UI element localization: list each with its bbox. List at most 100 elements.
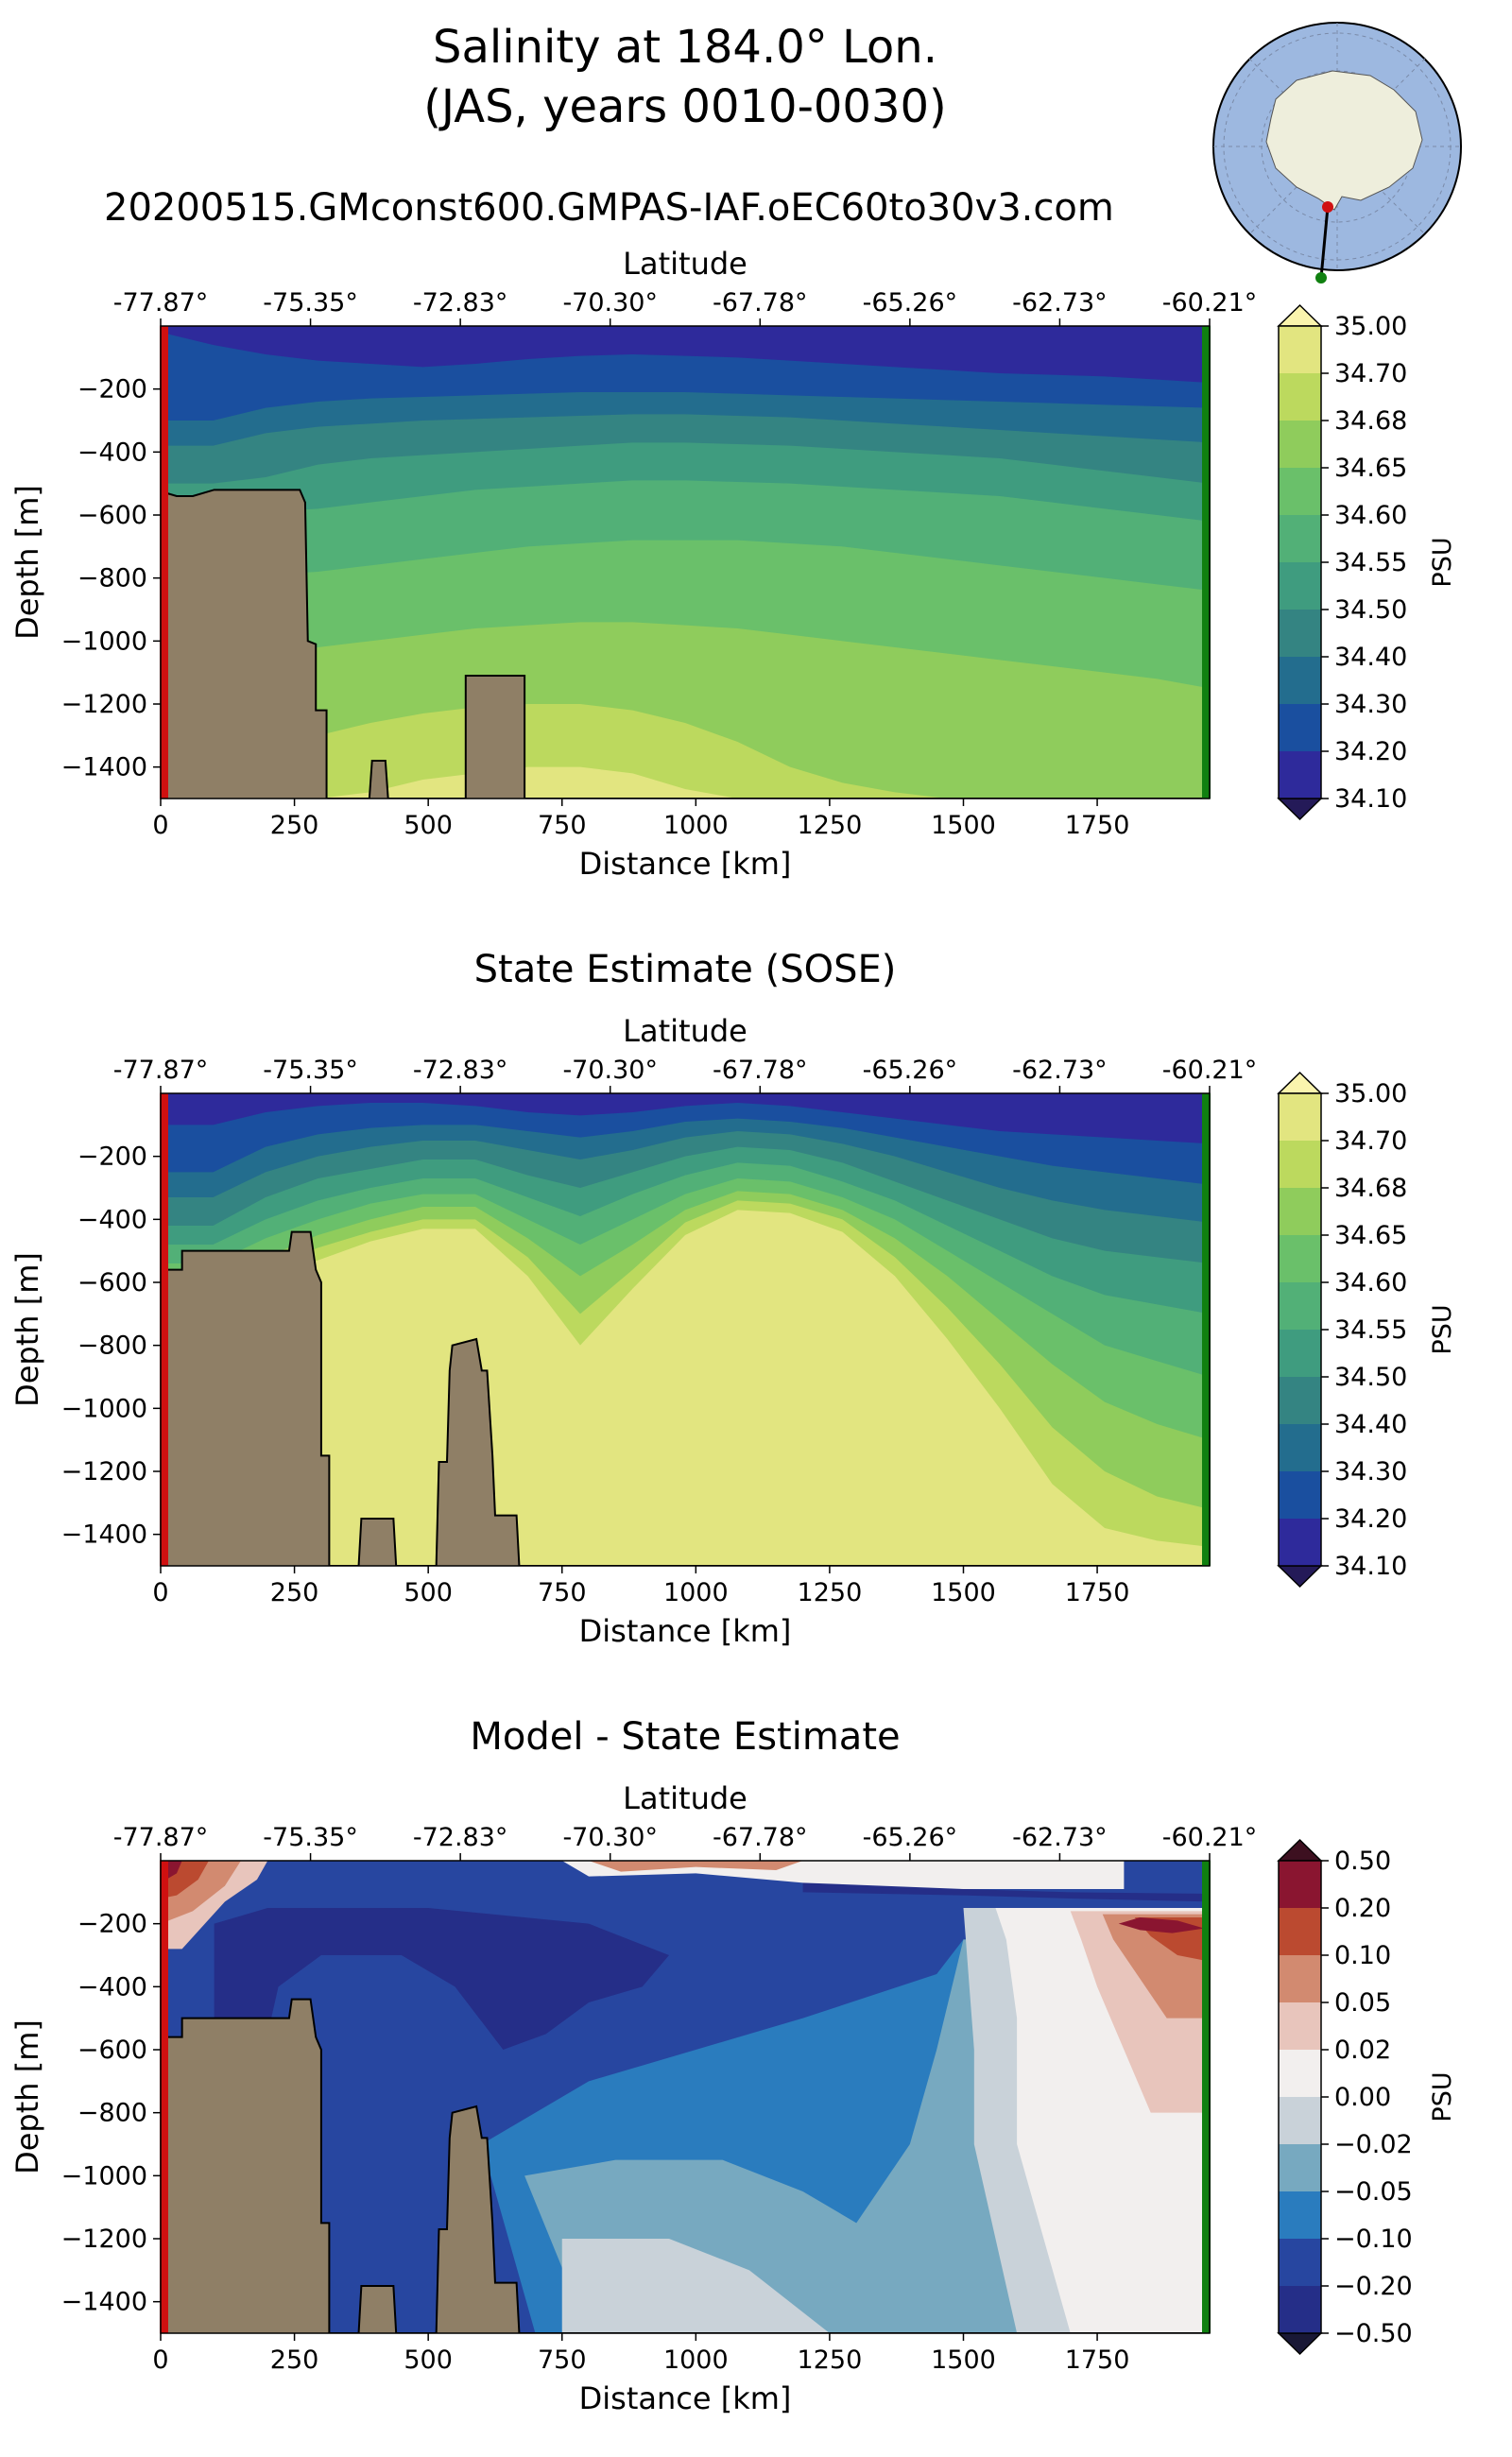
lat-tick-label: -75.35° (263, 1056, 358, 1085)
x-tick-label: 1500 (931, 1578, 996, 1607)
colorbar-label: PSU (1428, 2071, 1457, 2122)
lat-tick-label: -65.26° (863, 288, 958, 318)
lat-tick-label: -67.78° (713, 1823, 808, 1852)
colorbar-segment (1279, 2097, 1321, 2145)
x-tick-label: 1750 (1065, 811, 1130, 840)
colorbar-segment (1279, 2050, 1321, 2098)
bathymetry-outline (161, 1998, 1210, 2333)
antarctica-map-icon (1212, 22, 1462, 284)
y-tick-label: −1400 (61, 2288, 147, 2317)
lat-tick-label: -62.73° (1012, 1823, 1108, 1852)
colorbar-segment (1279, 1282, 1321, 1331)
x-tick-label: 0 (152, 811, 168, 840)
colorbar-tick-label: 0.20 (1334, 1894, 1391, 1923)
colorbar-segment (1279, 1235, 1321, 1283)
contour-band (161, 1210, 1210, 1566)
colorbar: 35.00 34.70 34.68 34.65 34.60 34.55 34.50 34.40… (1277, 1071, 1457, 1589)
colorbar-segment (1279, 1955, 1321, 2003)
plot-area (161, 1861, 1210, 2333)
bathymetry (161, 490, 1210, 799)
axes-frame (160, 325, 1211, 799)
x-tick-label: 1500 (931, 811, 996, 840)
y-tick-label: −1000 (61, 2161, 147, 2191)
section-end-marker (1202, 326, 1211, 799)
colorbar-tick-label: 0.50 (1334, 1847, 1391, 1876)
lat-tick-label: -70.30° (562, 1056, 658, 1085)
y-tick-label: −1000 (61, 627, 147, 656)
colorbar-segment (1279, 1093, 1321, 1142)
colorbar: 0.50 0.20 0.10 0.05 0.02 0.00 −0.02 −0.05 −0.10 −… (1277, 1838, 1457, 2356)
colorbar-label: PSU (1428, 537, 1457, 587)
plot-area (161, 326, 1210, 799)
contour-region (802, 1882, 1210, 1902)
x-tick-label: 500 (404, 1578, 453, 1607)
y-tick-label: −400 (77, 1205, 147, 1234)
colorbar-segment (1279, 2286, 1321, 2334)
colorbar-segment (1279, 657, 1321, 705)
colorbar-tick-label: 34.68 (1334, 406, 1407, 436)
colorbar-tick-label: 34.20 (1334, 1504, 1407, 1534)
lat-tick-label: -72.83° (413, 1823, 508, 1852)
colorbar-segment (1279, 1188, 1321, 1236)
colorbar-tick-label: 35.00 (1334, 312, 1407, 341)
colorbar-tick-label: 34.55 (1334, 548, 1407, 577)
colorbar-tick-label: −0.02 (1334, 2130, 1413, 2159)
colorbar-tick-label: 34.20 (1334, 737, 1407, 766)
colorbar-segment (1279, 468, 1321, 516)
y-tick-label: −400 (77, 1972, 147, 2002)
colorbar-tick-label: 34.40 (1334, 643, 1407, 672)
lat-tick-label: -77.87° (113, 288, 209, 318)
lat-tick-label: -70.30° (562, 1823, 658, 1852)
lat-tick-label: -75.35° (263, 1823, 358, 1852)
bathymetry-outline (161, 489, 1210, 799)
x-tick-label: 1750 (1065, 1578, 1130, 1607)
colorbar-segment (1279, 373, 1321, 421)
colorbar-segment (1279, 2191, 1321, 2240)
top-axis-label: Latitude (623, 246, 747, 282)
lat-tick-label: -72.83° (413, 1056, 508, 1085)
colorbar-segment (1279, 2002, 1321, 2051)
section-end-marker (1202, 1861, 1211, 2333)
bathymetry (161, 1231, 1210, 1566)
colorbar-extend-top (1277, 303, 1323, 327)
colorbar-extend-bottom (1277, 798, 1323, 821)
colorbar-tick-label: 35.00 (1334, 1079, 1407, 1108)
x-tick-label: 750 (538, 811, 587, 840)
colorbar-tick-label: 34.68 (1334, 1174, 1407, 1203)
lat-tick-label: -60.21° (1162, 1823, 1258, 1852)
run-name: 20200515.GMconst600.GMPAS-IAF.oEC60to30v… (104, 186, 1114, 230)
x-tick-label: 0 (152, 1578, 168, 1607)
colorbar-tick-label: 34.70 (1334, 359, 1407, 388)
contour-region (214, 1908, 670, 2050)
y-tick-label: −1400 (61, 1521, 147, 1550)
x-tick-label: 1500 (931, 2345, 996, 2375)
y-tick-label: −200 (77, 1143, 147, 1172)
y-tick-label: −1200 (61, 1457, 147, 1486)
x-tick-label: 750 (538, 2345, 587, 2375)
colorbar-segment (1279, 2239, 1321, 2287)
lat-tick-label: -60.21° (1162, 288, 1258, 318)
lat-tick-label: -65.26° (863, 1056, 958, 1085)
colorbar-segment (1279, 326, 1321, 374)
x-axis-label: Distance [km] (579, 2380, 792, 2416)
y-tick-label: −600 (77, 501, 147, 530)
colorbar-tick-label: −0.10 (1334, 2225, 1413, 2254)
colorbar-segment (1279, 1377, 1321, 1425)
panel-title: Model - State Estimate (470, 1715, 900, 1759)
y-tick-label: −800 (77, 564, 147, 593)
top-axis-label: Latitude (623, 1013, 747, 1049)
colorbar-tick-label: 34.50 (1334, 1363, 1407, 1392)
lat-tick-label: -75.35° (263, 288, 358, 318)
x-axis-label: Distance [km] (579, 1613, 792, 1649)
x-tick-label: 1000 (663, 2345, 729, 2375)
colorbar-tick-label: 34.70 (1334, 1126, 1407, 1156)
lat-tick-label: -60.21° (1162, 1056, 1258, 1085)
bathymetry-outline (161, 1230, 1210, 1566)
colorbar-segment (1279, 751, 1321, 799)
x-tick-label: 0 (152, 2345, 168, 2375)
x-tick-label: 1250 (798, 811, 863, 840)
colorbar: 35.00 34.70 34.68 34.65 34.60 34.55 34.50 34.40… (1277, 303, 1457, 821)
colorbar-extend-top (1277, 1838, 1323, 1862)
colorbar-tick-label: 0.05 (1334, 1988, 1391, 2018)
